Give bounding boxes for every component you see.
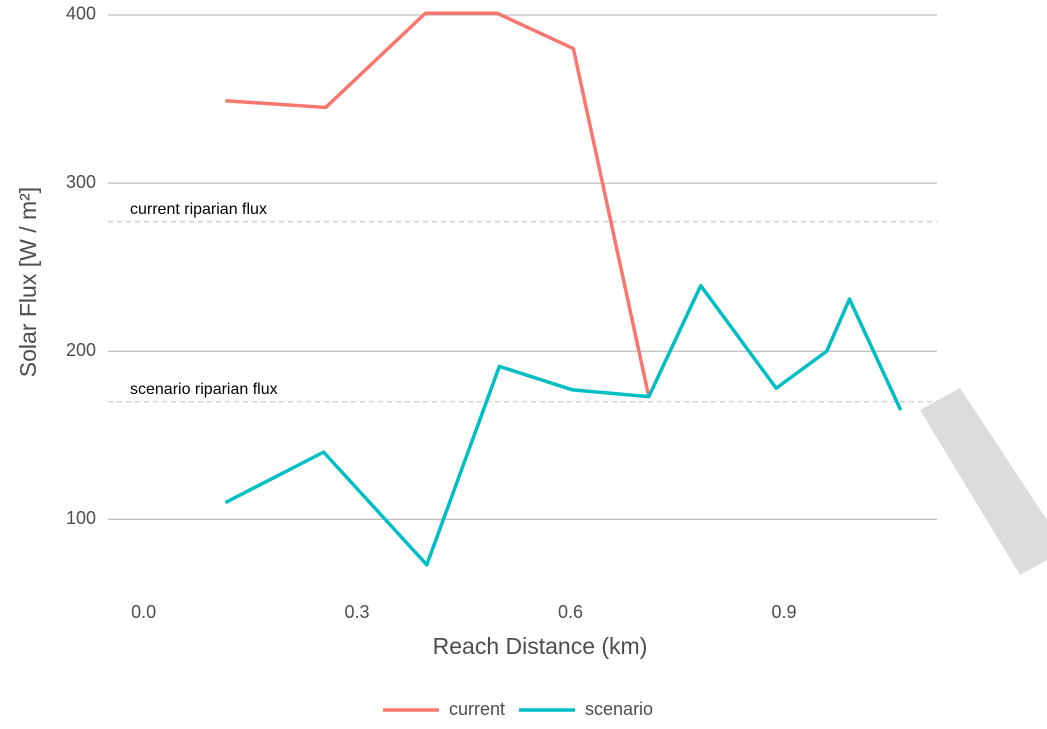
data-line: [224, 283, 903, 567]
legend-label: scenario: [585, 699, 653, 719]
page-curl: [920, 388, 1047, 575]
x-axis-title: Reach Distance (km): [433, 633, 648, 659]
x-tick-label: 0.3: [345, 602, 370, 622]
y-tick-label: 300: [66, 172, 96, 192]
reference-label: current riparian flux: [130, 201, 267, 218]
y-tick-label: 200: [66, 340, 96, 360]
data-line: [225, 11, 651, 398]
y-axis-title: Solar Flux [W / m²]: [15, 187, 41, 377]
x-tick-label: 0.6: [558, 602, 583, 622]
x-tick-label: 0.0: [131, 602, 156, 622]
x-tick-label: 0.9: [771, 602, 796, 622]
y-tick-label: 100: [66, 508, 96, 528]
y-tick-label: 400: [66, 4, 96, 24]
reference-label: scenario riparian flux: [130, 381, 278, 398]
legend-label: current: [449, 699, 505, 719]
